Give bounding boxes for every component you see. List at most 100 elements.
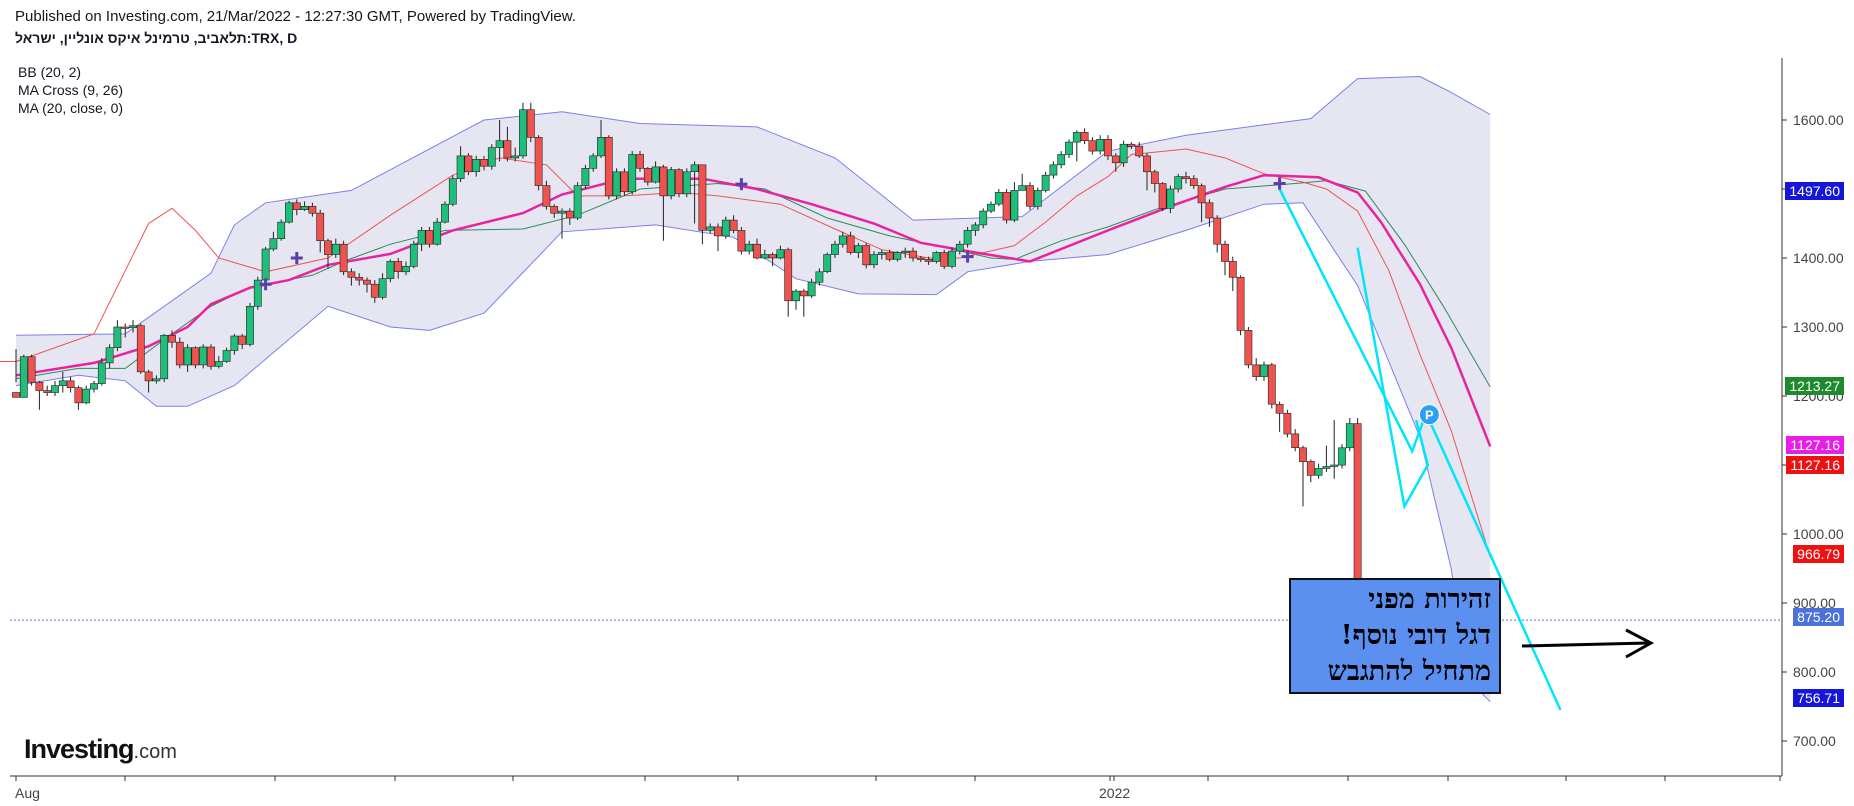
candle [628, 151, 637, 195]
candle-down-body [526, 109, 535, 138]
candle [565, 208, 574, 225]
candle-up-body [261, 248, 270, 281]
candle-down-body [620, 171, 629, 193]
candle-down-body [659, 166, 668, 197]
candle [355, 273, 364, 286]
candle [230, 333, 239, 355]
candle [27, 354, 36, 386]
candle [402, 261, 410, 276]
candle-up-body [82, 388, 91, 404]
candle [347, 268, 356, 286]
candle-down-body [737, 230, 746, 252]
annotation-line-1: זהירות מפני [1368, 584, 1491, 615]
candle-up-body [105, 347, 114, 364]
x-tick-label: Aug [15, 785, 40, 801]
candle-down-body [784, 249, 793, 302]
signal-marker [1418, 404, 1440, 426]
candle-up-body [776, 249, 785, 259]
logo-suffix: .com [133, 741, 177, 763]
candle [331, 238, 340, 258]
candle [1033, 187, 1042, 210]
candle [823, 252, 832, 274]
candle [667, 166, 676, 200]
candle [1314, 463, 1323, 479]
indicator-ma[interactable]: MA (20, close, 0) [18, 100, 124, 116]
candle [1205, 199, 1214, 227]
price-label-ma-fast: 1127.16 [1786, 456, 1844, 474]
candle-up-body [987, 203, 995, 212]
candle-down-body [1299, 447, 1307, 462]
candle [1158, 182, 1167, 212]
candle [589, 153, 598, 172]
candle-up-body [1314, 468, 1323, 476]
indicator-ma-cross[interactable]: MA Cross (9, 26) [18, 82, 124, 98]
candle [1275, 401, 1284, 432]
candle [1072, 130, 1081, 162]
candle [1080, 128, 1089, 145]
candle-up-body [402, 265, 410, 273]
candle [659, 164, 668, 241]
candle-up-body [807, 281, 816, 297]
candle [136, 323, 145, 374]
candle [183, 344, 192, 372]
price-label-bb-mid: 966.79 [1793, 545, 1844, 563]
candle [729, 215, 738, 234]
candle [1150, 169, 1159, 193]
candle [285, 200, 293, 224]
candle [1057, 151, 1066, 169]
candle [82, 385, 91, 405]
y-tick-label: 1600.00 [1793, 112, 1844, 128]
candle-up-body [1057, 154, 1066, 166]
y-tick-label: 1400.00 [1793, 250, 1844, 266]
candle [253, 276, 262, 310]
candle [19, 354, 28, 398]
candle-up-body [433, 221, 442, 245]
candle-up-body [300, 206, 309, 211]
indicator-bb[interactable]: BB (20, 2) [18, 64, 82, 80]
candle-down-body [363, 279, 371, 285]
candle-down-body [1127, 143, 1136, 147]
candle [721, 216, 730, 239]
candle-up-body [558, 210, 566, 214]
ma-fast-line [0, 148, 1491, 557]
candle [339, 240, 348, 276]
candle [214, 355, 223, 369]
candle-up-body [854, 245, 863, 253]
candle [831, 240, 839, 258]
candle [175, 337, 184, 369]
candle-up-body [760, 254, 769, 259]
candle [909, 247, 917, 262]
candle-up-body [246, 305, 254, 345]
candle [495, 120, 504, 162]
candle [1049, 161, 1058, 179]
cross-marker [735, 178, 748, 191]
candle [745, 240, 754, 255]
candle-down-body [144, 371, 153, 382]
candle [448, 175, 457, 207]
candle-up-body [90, 383, 98, 390]
candle-down-body [909, 250, 917, 259]
candle [1260, 361, 1268, 381]
candle-down-body [35, 381, 44, 391]
candle-down-body [464, 155, 473, 173]
candle [160, 333, 169, 383]
candle-up-body [448, 178, 457, 205]
candle [1283, 409, 1292, 438]
candle-down-body [1252, 364, 1261, 377]
candle [597, 120, 605, 158]
candle-up-body [1049, 164, 1058, 176]
candle [152, 375, 161, 384]
candle-down-body [1275, 403, 1284, 414]
candle [409, 240, 418, 269]
candle-down-body [550, 206, 559, 214]
candle-up-body [129, 325, 137, 329]
cross-marker [961, 250, 974, 263]
candle [776, 245, 785, 260]
candle-up-body [409, 243, 418, 267]
candle [90, 380, 98, 393]
candle-up-body [932, 252, 941, 262]
candle-up-body [1072, 132, 1081, 143]
candle-down-body [339, 243, 348, 273]
investing-logo: Investing.com [24, 734, 177, 765]
